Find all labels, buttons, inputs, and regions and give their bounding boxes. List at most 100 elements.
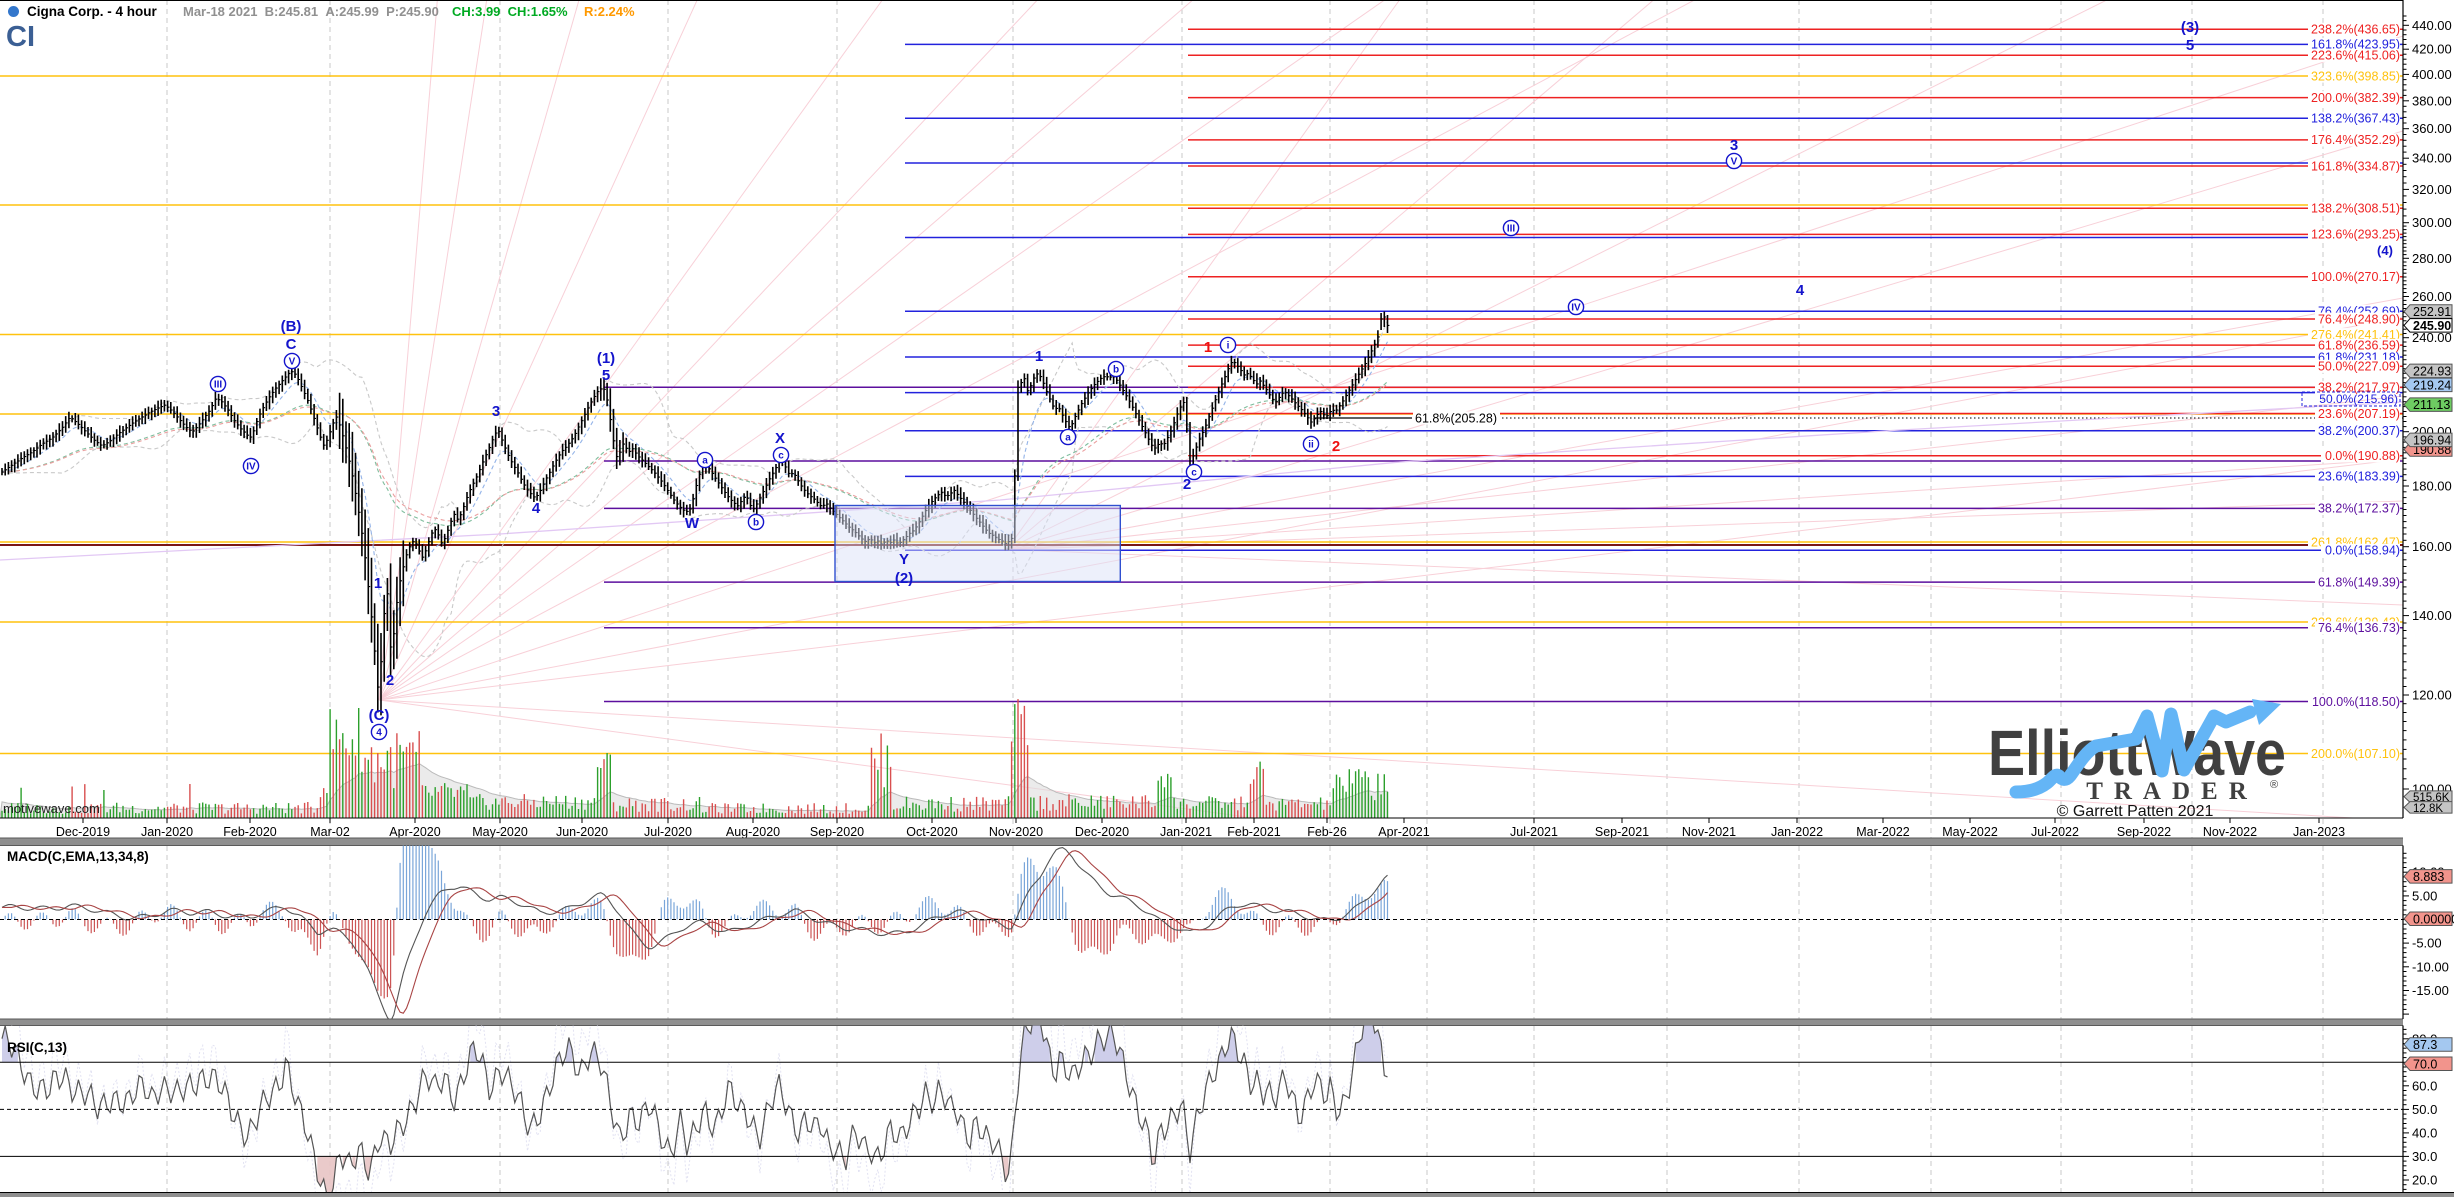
svg-text:Nov-2022: Nov-2022 [2203,825,2257,839]
svg-text:Mar-18 2021 B:245.81 A:245.9: Mar-18 2021 B:245.81 A:245.99 P:245.90 [183,4,439,19]
svg-text:276.4%(241.41): 276.4%(241.41) [2311,328,2400,342]
svg-text:motivewave.com: motivewave.com [3,801,100,816]
svg-text:223.6%(415.06): 223.6%(415.06) [2311,49,2400,63]
svg-text:Cigna Corp. - 4 hour: Cigna Corp. - 4 hour [27,4,157,19]
svg-text:a: a [1065,433,1071,444]
svg-text:380.00: 380.00 [2412,93,2452,108]
svg-text:ii: ii [1308,440,1314,451]
svg-text:23.6%(207.19): 23.6%(207.19) [2318,407,2400,421]
svg-text:-15.00: -15.00 [2412,983,2449,998]
svg-text:61.8%(236.59): 61.8%(236.59) [2318,338,2400,352]
svg-text:1: 1 [1204,339,1212,356]
svg-text:400.00: 400.00 [2412,67,2452,82]
svg-text:200.0%(382.39): 200.0%(382.39) [2311,91,2400,105]
svg-text:© Garrett Patten 2021: © Garrett Patten 2021 [2057,803,2214,820]
svg-text:252.91: 252.91 [2413,305,2451,319]
svg-text:50.0%(227.09): 50.0%(227.09) [2318,360,2400,374]
svg-text:May-2020: May-2020 [472,825,528,839]
svg-text:Jan-2021: Jan-2021 [1160,825,1212,839]
svg-text:196.94: 196.94 [2413,433,2451,447]
svg-text:V: V [1731,157,1738,168]
svg-text:Sep-2022: Sep-2022 [2117,825,2171,839]
svg-text:30.0: 30.0 [2412,1149,2437,1164]
svg-text:5.00: 5.00 [2412,888,2437,903]
svg-text:b: b [753,518,759,529]
svg-text:0.0%(190.88): 0.0%(190.88) [2325,449,2400,463]
svg-text:4: 4 [1796,282,1805,299]
svg-text:Sep-2021: Sep-2021 [1595,825,1649,839]
svg-text:20.0: 20.0 [2412,1173,2437,1188]
svg-text:420.00: 420.00 [2412,42,2452,57]
svg-text:180.00: 180.00 [2412,479,2452,494]
svg-text:38.2%(200.37): 38.2%(200.37) [2318,424,2400,438]
svg-text:5: 5 [602,367,610,384]
svg-text:40.0: 40.0 [2412,1125,2437,1140]
svg-text:219.24: 219.24 [2413,379,2451,393]
svg-text:Jan-2022: Jan-2022 [1771,825,1823,839]
svg-text:211.13: 211.13 [2413,398,2450,412]
svg-text:Feb-2020: Feb-2020 [223,825,277,839]
svg-text:60.0: 60.0 [2412,1078,2437,1093]
svg-text:120.00: 120.00 [2412,688,2452,703]
svg-text:100.0%(270.17): 100.0%(270.17) [2311,270,2400,284]
svg-text:160.00: 160.00 [2412,539,2452,554]
svg-text:4: 4 [532,500,541,517]
svg-text:138.2%(367.43): 138.2%(367.43) [2311,112,2400,126]
svg-text:b: b [1113,365,1119,376]
svg-text:(3): (3) [2181,19,2199,36]
svg-text:Dec-2019: Dec-2019 [56,825,110,839]
svg-text:140.00: 140.00 [2412,608,2452,623]
svg-text:224.93: 224.93 [2413,364,2451,378]
svg-text:Y: Y [899,551,909,568]
svg-text:CI: CI [6,21,35,53]
svg-text:MACD(C,EMA,13,34,8): MACD(C,EMA,13,34,8) [7,849,149,864]
svg-text:Nov-2021: Nov-2021 [1682,825,1736,839]
svg-text:Nov-2020: Nov-2020 [989,825,1043,839]
svg-text:2: 2 [386,672,394,689]
svg-text:320.00: 320.00 [2412,182,2452,197]
svg-text:(2): (2) [895,570,913,587]
svg-text:360.00: 360.00 [2412,121,2452,136]
svg-text:III: III [1507,224,1516,235]
svg-text:0.0%(158.94): 0.0%(158.94) [2325,544,2400,558]
svg-text:50.0: 50.0 [2412,1102,2437,1117]
svg-text:38.2%(172.37): 38.2%(172.37) [2318,502,2400,516]
svg-text:3: 3 [492,403,500,420]
svg-text:5: 5 [2186,37,2194,54]
svg-text:C: C [286,336,297,353]
svg-text:c: c [778,451,784,462]
svg-text:70.0: 70.0 [2413,1057,2437,1071]
svg-text:Feb-2021: Feb-2021 [1227,825,1281,839]
svg-text:Sep-2020: Sep-2020 [810,825,864,839]
svg-text:1: 1 [1035,348,1043,365]
svg-text:III: III [214,380,223,391]
svg-text:323.6%(398.85): 323.6%(398.85) [2311,69,2400,83]
svg-text:Jan-2023: Jan-2023 [2293,825,2345,839]
svg-text:300.00: 300.00 [2412,215,2452,230]
svg-text:Mar-2022: Mar-2022 [1856,825,1910,839]
svg-text:8.883: 8.883 [2413,870,2444,884]
svg-text:280.00: 280.00 [2412,251,2452,266]
svg-text:87.3: 87.3 [2413,1038,2437,1052]
svg-text:Feb-26: Feb-26 [1307,825,1347,839]
svg-text:238.2%(436.65): 238.2%(436.65) [2311,23,2400,37]
svg-text:-5.00: -5.00 [2412,936,2442,951]
svg-text:i: i [1227,341,1230,352]
svg-text:161.8%(334.87): 161.8%(334.87) [2311,159,2400,173]
svg-text:2: 2 [1332,438,1340,455]
svg-text:(C): (C) [369,707,390,724]
svg-text:4: 4 [376,728,382,739]
svg-text:Mar-02: Mar-02 [310,825,350,839]
svg-text:W: W [685,515,700,532]
svg-text:RSI(C,13): RSI(C,13) [7,1040,67,1055]
svg-text:Jan-2020: Jan-2020 [141,825,193,839]
svg-text:R:2.24%: R:2.24% [584,4,635,19]
svg-text:Aug-2020: Aug-2020 [726,825,780,839]
svg-text:®: ® [2270,779,2278,791]
svg-text:1: 1 [374,575,382,592]
svg-text:Oct-2020: Oct-2020 [906,825,957,839]
svg-text:(B): (B) [281,318,302,335]
svg-text:100.0%(118.50): 100.0%(118.50) [2312,695,2400,709]
svg-text:61.8%(149.39): 61.8%(149.39) [2318,575,2400,589]
svg-text:2: 2 [1183,476,1191,493]
